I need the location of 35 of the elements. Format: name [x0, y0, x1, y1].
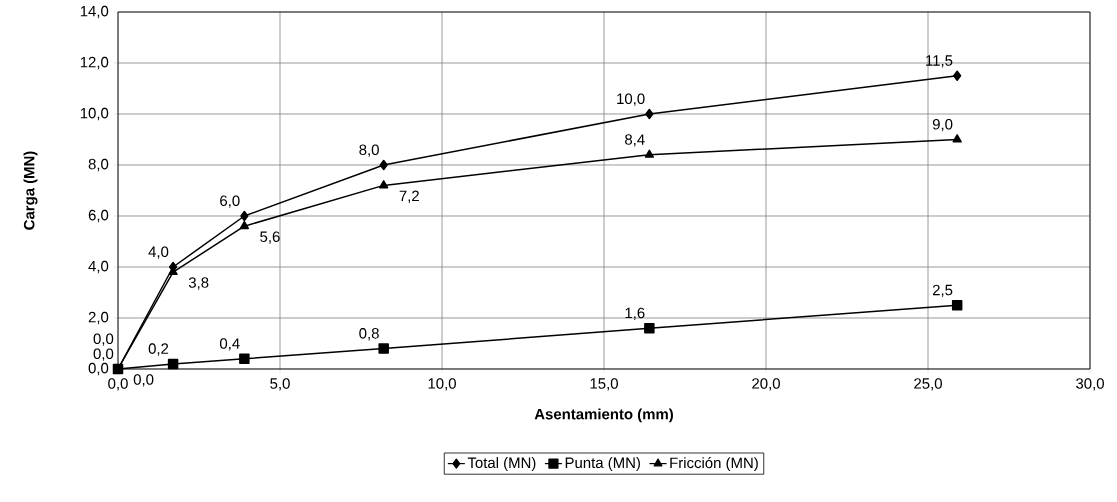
data-label: 8,0 — [359, 144, 379, 157]
x-tick-label: 30,0 — [1076, 378, 1104, 391]
legend-label: Punta (MN) — [565, 457, 640, 471]
x-tick-label: 25,0 — [914, 378, 942, 391]
y-tick-label: 14,0 — [80, 5, 109, 19]
data-label: 11,5 — [926, 55, 953, 68]
data-label: 4,0 — [148, 246, 169, 259]
x-tick-label: 10,0 — [428, 378, 456, 391]
x-tick-label: 20,0 — [752, 378, 780, 391]
data-label: 1,6 — [625, 307, 645, 320]
data-label: 2,5 — [932, 284, 953, 298]
data-label: 0,4 — [219, 338, 240, 351]
data-label: 7,2 — [399, 190, 419, 203]
y-tick-label: 12,0 — [80, 56, 109, 70]
y-tick-label: 4,0 — [88, 260, 109, 274]
data-label: 0,8 — [359, 328, 379, 341]
data-label: 5,6 — [260, 231, 280, 244]
data-label: 8,4 — [625, 134, 645, 147]
legend-label: Total (MN) — [467, 457, 536, 471]
y-tick-label: 0,0 — [88, 362, 109, 376]
y-tick-label: 2,0 — [88, 311, 109, 325]
data-label: 0,2 — [148, 343, 169, 356]
x-tick-label: 5,0 — [270, 378, 290, 391]
data-label: 10,0 — [617, 93, 645, 106]
data-label: 3,8 — [188, 277, 209, 290]
data-label: 9,0 — [932, 118, 953, 132]
y-tick-label: 6,0 — [88, 209, 109, 223]
x-tick-label: 0,0 — [108, 378, 128, 391]
y-tick-label: 8,0 — [88, 158, 109, 172]
data-label: 6,0 — [220, 195, 240, 208]
y-tick-label: 10,0 — [80, 107, 109, 121]
x-axis-title: Asentamiento (mm) — [534, 408, 673, 423]
x-tick-label: 15,0 — [590, 378, 618, 391]
y-axis-title: Carga (MN) — [23, 151, 38, 230]
legend-label: Fricción (MN) — [670, 456, 758, 472]
